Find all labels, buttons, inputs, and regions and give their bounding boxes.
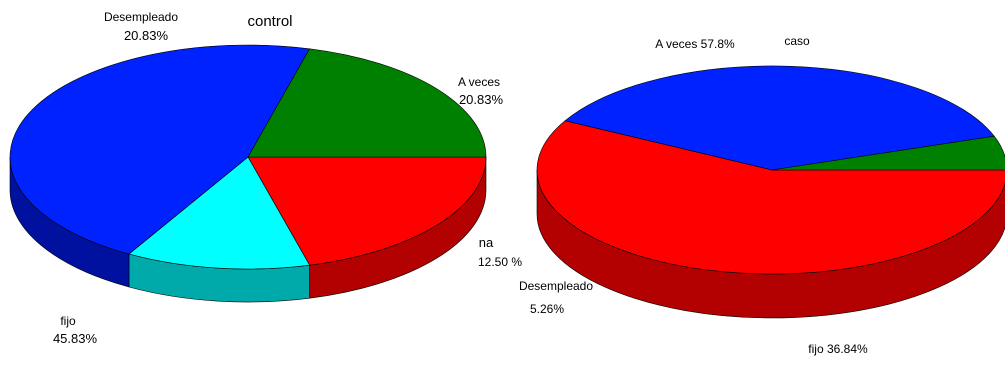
caso-slice-value-desempleado: 5.26% (530, 302, 564, 316)
control-slice-fijo (9, 44, 311, 255)
chart-title-control: control (247, 13, 292, 30)
control-slice-desempleado (247, 48, 487, 158)
pie-chart-control (9, 44, 487, 303)
caso-slice-fijo (564, 65, 995, 171)
caso-label-fijo: fijo 36.84% (808, 342, 868, 356)
slice-label-desempleado: Desempleado (104, 10, 178, 24)
caso-slice-label-fijo: fijo (808, 342, 824, 356)
caso-slice-desempleado (771, 135, 1005, 171)
slice-value-a-veces: 20.83% (459, 92, 504, 107)
slice-label-a-veces: A veces (458, 75, 500, 89)
chart-title-caso: caso (784, 34, 810, 48)
slice-value-desempleado: 20.83% (124, 28, 169, 43)
control-slice-a-veces (247, 156, 487, 266)
caso-label-a-veces: A veces 57.8% (655, 37, 735, 51)
slice-value-fijo: 45.83% (53, 331, 98, 346)
caso-slice-value-fijo: 36.84% (827, 342, 868, 356)
pie-chart-caso (536, 65, 1005, 319)
slice-label-fijo: fijo (60, 314, 76, 328)
caso-slice-value-a-veces: 57.8% (701, 37, 735, 51)
caso-slice-a-veces (536, 120, 1005, 275)
control-slice-na (128, 156, 311, 270)
caso-slice-label-desempleado: Desempleado (519, 279, 593, 293)
caso-slice-label-a-veces: A veces (655, 37, 697, 51)
slice-label-na: na (479, 235, 494, 250)
slice-value-na: 12.50 % (478, 255, 522, 269)
